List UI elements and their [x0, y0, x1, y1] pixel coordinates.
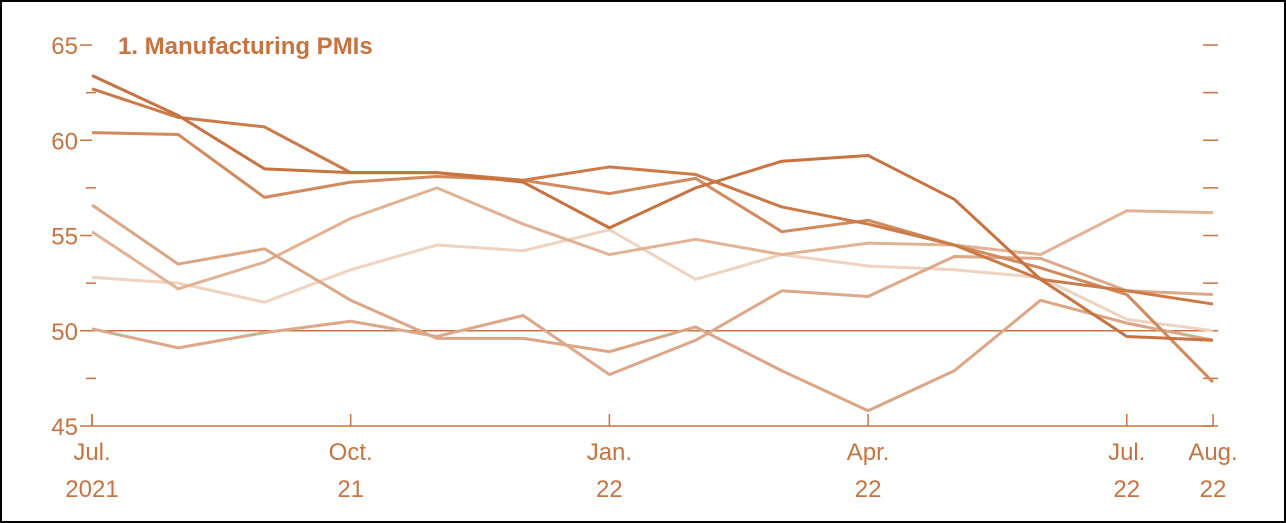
series-line [91, 74, 1214, 342]
x-tick-label: 22 [1200, 476, 1227, 503]
x-tick-label: 21 [337, 476, 364, 503]
x-tick-label: Jan. [587, 439, 632, 466]
x-tick-label: Jul. [1108, 439, 1145, 466]
y-tick-label: 50 [51, 319, 78, 346]
series-line [91, 228, 1214, 333]
series-line [91, 87, 1214, 306]
x-tick-label: 22 [855, 476, 882, 503]
x-tick-label: Aug. [1188, 439, 1237, 466]
series-line [91, 203, 1214, 413]
x-tick-label: 22 [1113, 476, 1140, 503]
x-tick-label: 2021 [65, 476, 118, 503]
series-line [91, 254, 1214, 377]
x-tick-label: Jul. [73, 439, 110, 466]
x-tick-label: Oct. [329, 439, 373, 466]
x-tick-label: Apr. [847, 439, 890, 466]
y-tick-label: 45 [51, 414, 78, 441]
series-line [91, 186, 1214, 291]
x-tick-label: 22 [596, 476, 623, 503]
y-tick-label: 65 [51, 33, 78, 60]
chart-title: 1. Manufacturing PMIs [118, 33, 373, 60]
y-tick-label: 55 [51, 224, 78, 251]
y-tick-label: 60 [51, 128, 78, 155]
